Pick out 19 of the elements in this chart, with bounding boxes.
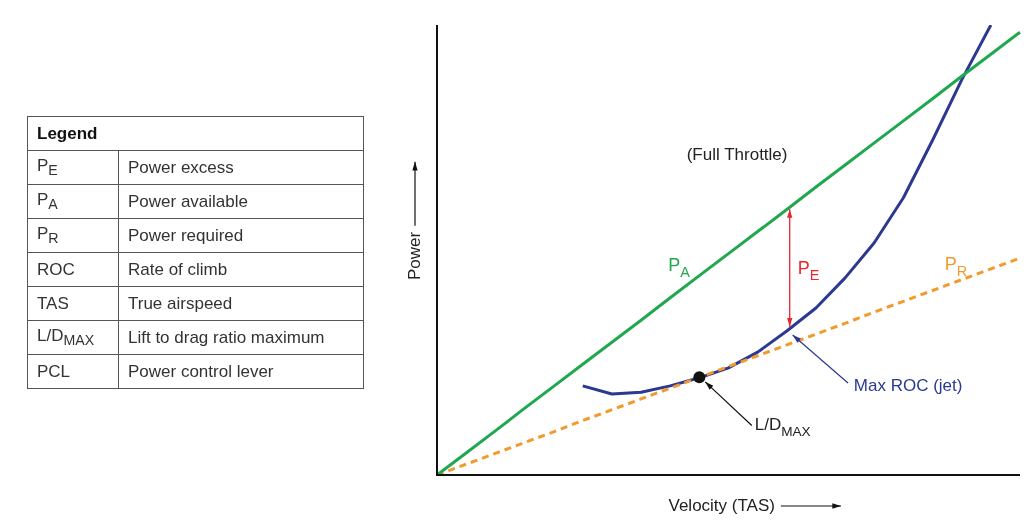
text: Power control lever	[118, 354, 364, 389]
text: L/D$_{MAX}$	[27, 320, 119, 355]
text: P$_{E}$	[27, 150, 119, 185]
text: PCL	[27, 354, 119, 389]
x-axis-title: Velocity (TAS)	[668, 495, 775, 515]
text: P$_{A}$	[27, 184, 119, 219]
annotation: Max ROC (jet)	[853, 376, 963, 395]
text: ROC	[27, 252, 119, 287]
text: Legend	[27, 116, 364, 151]
text: Rate of climb	[118, 252, 364, 287]
text: Power excess	[118, 150, 364, 185]
text: Lift to drag ratio maximum	[118, 320, 364, 355]
text: Power available	[118, 184, 364, 219]
text: TAS	[27, 286, 119, 321]
y-axis-title: Power	[404, 231, 424, 280]
text: P$_{R}$	[27, 218, 119, 253]
annotation: (Full Throttle)	[686, 145, 788, 164]
text: True airspeed	[118, 286, 364, 321]
text: Power required	[118, 218, 364, 253]
